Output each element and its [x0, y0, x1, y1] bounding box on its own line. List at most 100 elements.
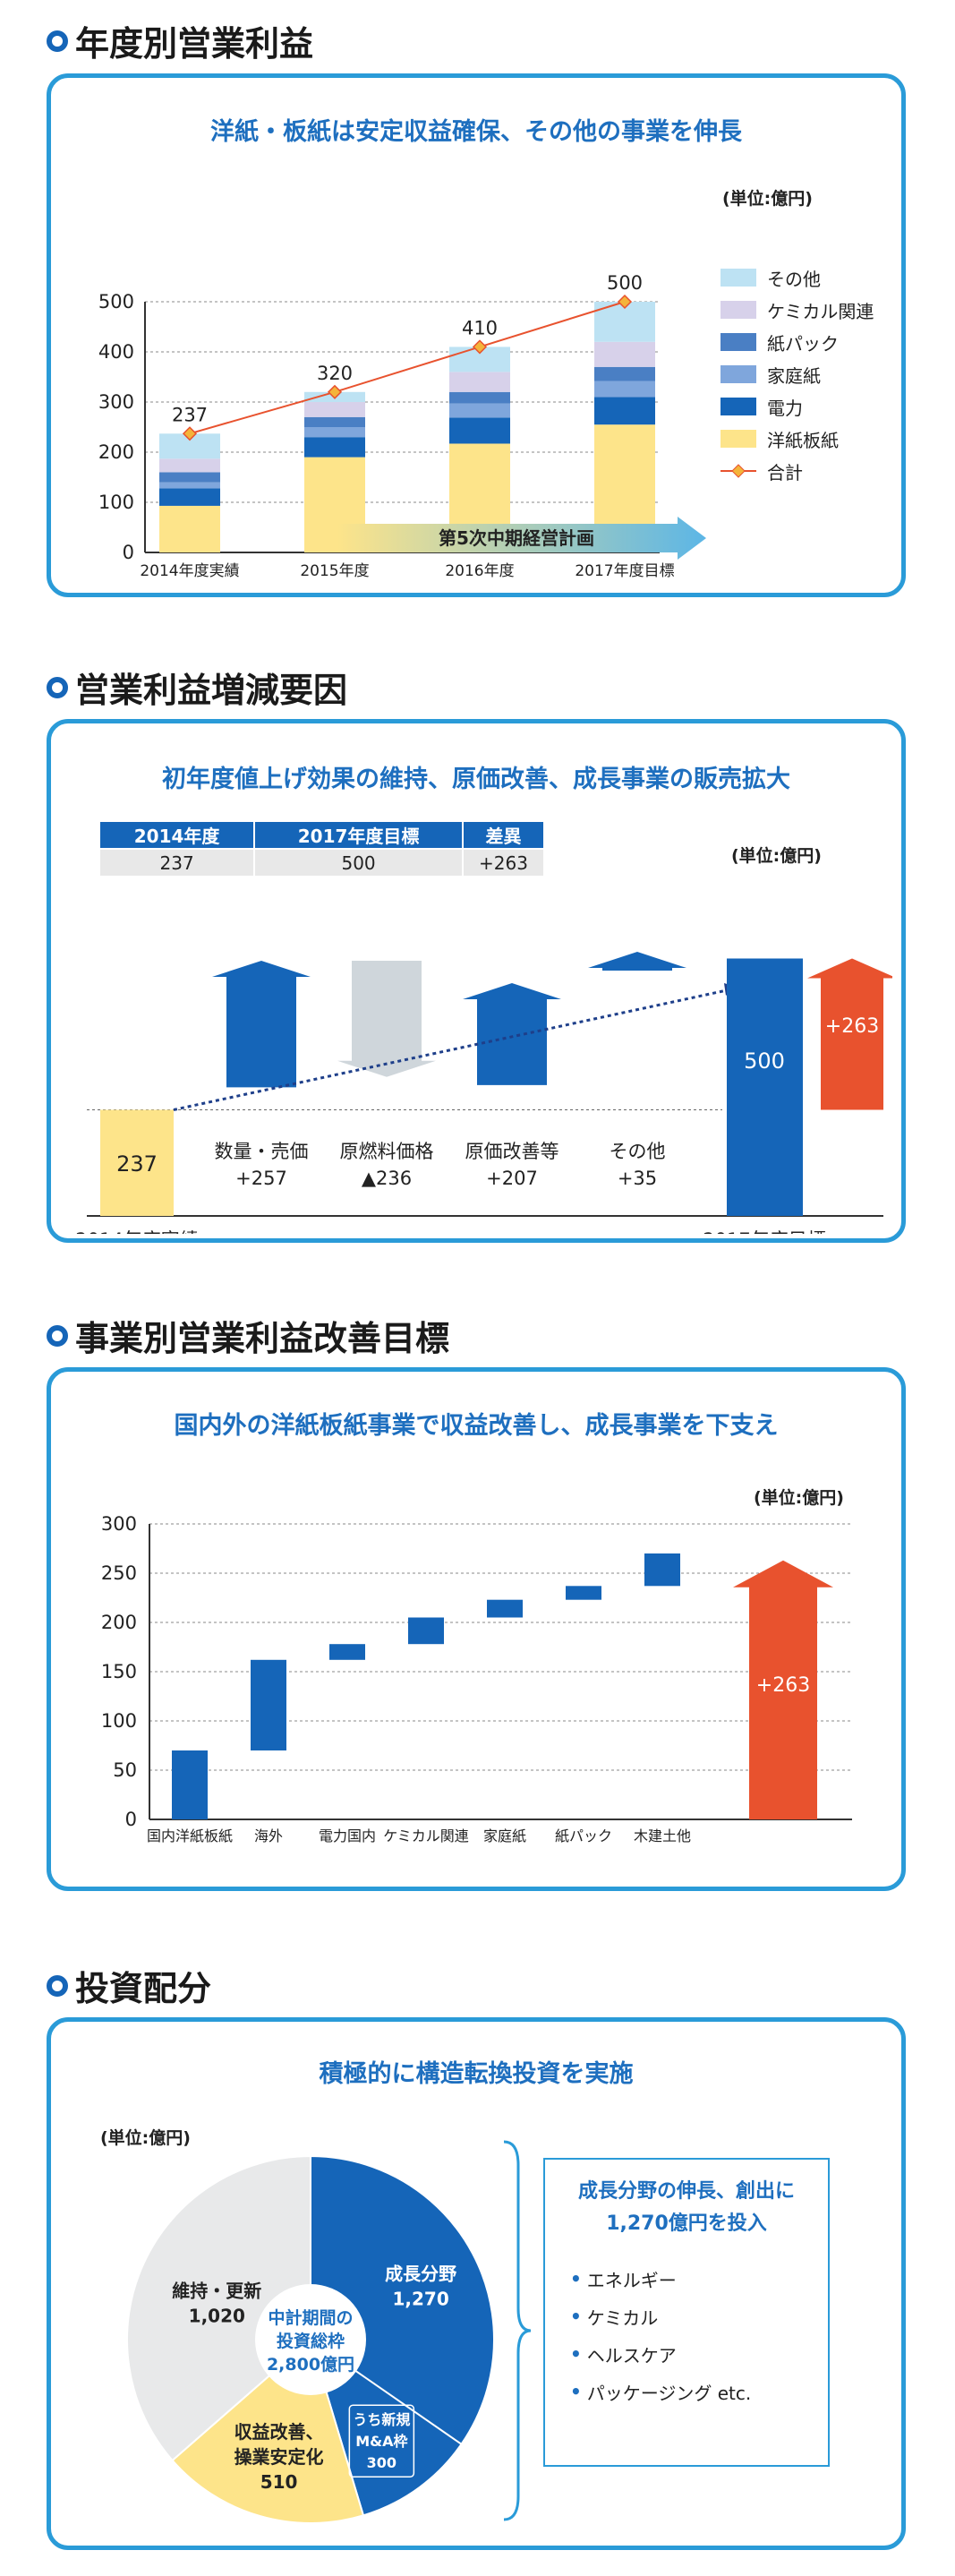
section-title-annual-profit: 年度別営業利益 — [47, 16, 313, 65]
y-tick-label: 250 — [101, 1562, 137, 1584]
section-title-text: 営業利益増減要因 — [75, 671, 348, 710]
legend-item: 洋紙板紙 — [721, 423, 874, 455]
plan-arrow-label: 第5次中期経営計画 — [439, 527, 594, 549]
y-tick-label: 200 — [101, 1612, 137, 1633]
bar-segment — [159, 488, 220, 506]
legend-label: その他 — [767, 268, 821, 290]
list-item: • パッケージング etc. — [570, 2373, 828, 2410]
factor-label: 原価改善等 — [465, 1141, 559, 1162]
bar-segment — [594, 366, 655, 381]
increase-arrow — [588, 952, 686, 971]
bar-segment — [449, 372, 510, 392]
legend-label: 紙パック — [767, 332, 839, 355]
legend-swatch — [721, 398, 756, 415]
sub-slice-label: 300 — [367, 2454, 396, 2471]
bar-segment — [594, 397, 655, 425]
bar-segment — [159, 505, 220, 552]
bar-segment — [449, 391, 510, 404]
legend-label: 電力 — [767, 397, 803, 419]
total-data-label: 500 — [607, 272, 643, 294]
legend-swatch — [721, 365, 756, 383]
bar-segment — [304, 402, 365, 417]
legend-swatch — [721, 269, 756, 287]
summary-table: 2014年度 2017年度目標 差異 237 500 +263 — [100, 822, 543, 876]
waterfall-bar — [487, 1599, 523, 1618]
section-title-segment-targets: 事業別営業利益改善目標 — [47, 1311, 449, 1360]
growth-investment-box: 成長分野の伸長、創出に 1,270億円を投入 • エネルギー • ケミカル • ヘルス… — [543, 2158, 830, 2467]
total-data-label: 410 — [462, 317, 498, 338]
bar-segment — [449, 417, 510, 444]
summary-table-row: 237 500 +263 — [100, 848, 543, 876]
slice-label: 1,270 — [393, 2288, 449, 2309]
table-cell: +263 — [461, 848, 543, 876]
bullet-dot-icon: • — [570, 2343, 582, 2365]
x-tick-label: 2015年度 — [300, 562, 369, 580]
legend-swatch — [721, 333, 756, 351]
growth-box-head-line: 1,270億円を投入 — [606, 2212, 767, 2235]
panel-profit-factors: 初年度値上げ効果の維持、原価改善、成長事業の販売拡大 2014年度 2017年度… — [47, 719, 906, 1243]
table-cell: 237 — [100, 848, 255, 876]
bar-segment — [304, 427, 365, 438]
growth-field-list: • エネルギー • ケミカル • ヘルスケア • パッケージング etc. — [570, 2260, 828, 2410]
slice-label: 510 — [260, 2471, 298, 2493]
bar-segment — [594, 341, 655, 367]
slice-label: 収益改善、 — [234, 2421, 324, 2443]
y-tick-label: 300 — [98, 391, 134, 413]
end-bar-label: 2017年度目標 — [703, 1229, 825, 1234]
factor-label: 数量・売価 — [215, 1141, 309, 1162]
y-tick-label: 50 — [113, 1759, 137, 1781]
panel-subtitle: 初年度値上げ効果の維持、原価改善、成長事業の販売拡大 — [162, 766, 790, 793]
total-data-label: 237 — [172, 404, 208, 425]
list-item: • ケミカル — [570, 2298, 828, 2335]
total-increase-value: +263 — [756, 1674, 810, 1697]
bar-segment — [159, 482, 220, 489]
annual-profit-chart: 0 100 200 300 400 500 2014年度実績 2015年度 2016年度 2017… — [98, 272, 675, 580]
difference-arrow — [807, 958, 892, 1110]
x-tick-label: 2014年度実績 — [140, 562, 239, 580]
waterfall-bar — [251, 1659, 286, 1750]
sub-label-bracket — [348, 2404, 415, 2478]
factor-value: +257 — [235, 1168, 287, 1189]
panel-subtitle: 洋紙・板紙は安定収益確保、その他の事業を伸長 — [210, 118, 742, 146]
x-tick-label: 紙パック — [555, 1827, 612, 1844]
factor-value: +207 — [486, 1168, 538, 1189]
waterfall-bar — [644, 1553, 680, 1587]
y-tick-label: 0 — [123, 542, 134, 563]
chart-legend: その他 ケミカル関連 紙パック 家庭紙 電力 洋紙板紙 合計 — [721, 261, 874, 487]
section-bullet-icon — [47, 1324, 68, 1347]
table-cell: 500 — [253, 848, 463, 876]
legend-label: 洋紙板紙 — [767, 429, 839, 451]
unit-label: (単位:億円) — [722, 189, 813, 209]
y-tick-label: 200 — [98, 441, 134, 463]
difference-value: +263 — [825, 1015, 879, 1038]
section-title-text: 投資配分 — [75, 1969, 212, 2008]
waterfall-bar — [408, 1617, 444, 1645]
growth-box-head-line: 成長分野の伸長、創出に — [577, 2180, 795, 2203]
table-header-cell: 2014年度 — [100, 822, 255, 849]
table-header-cell: 差異 — [461, 822, 543, 849]
x-tick-label: 2016年度 — [445, 562, 514, 580]
factor-label: その他 — [610, 1141, 666, 1162]
y-tick-label: 100 — [101, 1710, 137, 1732]
bar-segment — [304, 416, 365, 427]
unit-label: (単位:億円) — [754, 1488, 844, 1508]
total-line — [189, 301, 626, 435]
unit-label: (単位:億円) — [731, 846, 822, 866]
brace-icon — [503, 2140, 532, 2521]
x-tick-label: 木建土他 — [634, 1827, 691, 1844]
sub-slice-divider — [354, 2369, 463, 2445]
summary-table-header: 2014年度 2017年度目標 差異 — [100, 822, 543, 849]
total-increase-arrow — [733, 1560, 833, 1819]
waterfall-bar — [566, 1586, 601, 1600]
x-tick-label: 2017年度目標 — [575, 562, 674, 580]
slice-label: 1,020 — [189, 2305, 245, 2326]
factor-value: +35 — [618, 1168, 657, 1189]
increase-arrow — [463, 983, 561, 1085]
panel-investment: 積極的に構造転換投資を実施 (単位:億円) 中計期間の 投資総枠 2,800億円 成長… — [47, 2017, 906, 2550]
donut-center-label: 中計期間の — [268, 2307, 353, 2328]
bar-segment — [159, 458, 220, 473]
x-tick-label: 海外 — [254, 1827, 283, 1844]
y-tick-label: 100 — [98, 492, 134, 513]
bullet-dot-icon: • — [570, 2381, 582, 2402]
